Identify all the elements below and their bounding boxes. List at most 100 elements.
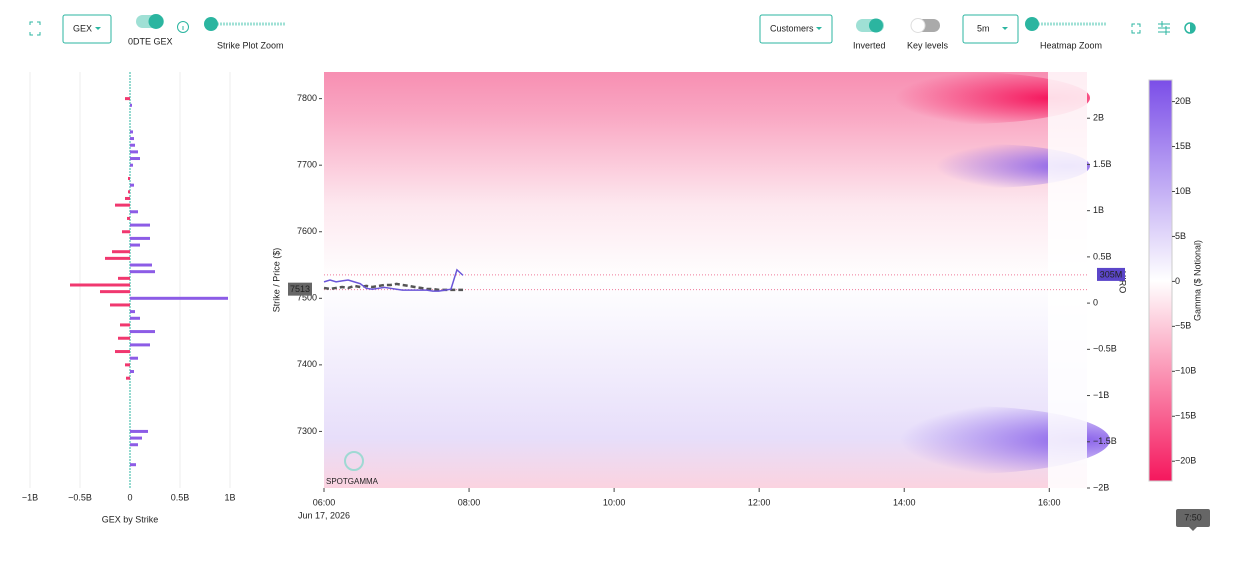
colorbar-tick-label: 15B (1175, 141, 1191, 151)
bar (130, 343, 150, 347)
bar (118, 336, 130, 340)
bar (130, 183, 134, 187)
x-tick-label: 1B (224, 492, 235, 502)
right-toolbar: Customers Inverted Key levels 5m Heatmap… (759, 14, 1196, 50)
watermark-logo (344, 451, 364, 471)
cursor-tooltip-tip (1189, 527, 1197, 531)
caret (1002, 27, 1008, 30)
toggle-knob (910, 18, 926, 33)
toggle-knob (869, 18, 883, 33)
cursor-tooltip (1176, 509, 1210, 527)
hiro-badge (1097, 267, 1125, 281)
y2-tick-label: 1.5B (1093, 159, 1112, 169)
bar (130, 270, 155, 274)
y-tick-label: 7600 (297, 226, 317, 236)
charts: −1B −0.5B 0 0.5B 1B GEX by Strike 7300 7400 7500… (22, 72, 1210, 531)
y2-tick-label: −1.5B (1093, 436, 1117, 446)
x-tick-label: 12:00 (748, 497, 771, 507)
colorbar-tick-label: −15B (1175, 411, 1196, 421)
date-label: Jun 17, 2026 (298, 510, 350, 520)
colorbar-tick-label: −10B (1175, 366, 1196, 376)
bar (110, 303, 130, 307)
fullscreen-icon[interactable] (29, 21, 41, 36)
x-tick-label: 0 (127, 492, 132, 502)
x-tick-label: 0.5B (171, 492, 190, 502)
dropdown[interactable] (62, 14, 112, 44)
dropdown-label: 5m (977, 23, 990, 33)
slider-knob[interactable] (1025, 17, 1039, 31)
slider-knob[interactable] (204, 17, 218, 31)
bar (130, 316, 140, 320)
toggle-label: 0DTE GEX (128, 36, 173, 46)
bar (130, 263, 152, 267)
bar (130, 223, 150, 227)
bar (130, 243, 140, 247)
colorbar-tick-label: 0 (1175, 276, 1180, 286)
y-tick-label: 7400 (297, 359, 317, 369)
bar (115, 203, 130, 207)
settings-icon[interactable] (1158, 21, 1170, 35)
bar (128, 176, 130, 180)
heatmap-hotspot (810, 406, 1110, 474)
colorbar-tick-label: −20B (1175, 456, 1196, 466)
dropdown[interactable] (759, 14, 833, 44)
bar (130, 443, 138, 447)
heatmap-hotspot (830, 72, 1090, 124)
price-badge (288, 282, 312, 296)
colorbar-tick-label: −5B (1175, 321, 1191, 331)
bar (130, 356, 138, 360)
bar (130, 236, 150, 240)
x-tick-label: 06:00 (313, 497, 336, 507)
x-tick-label: −0.5B (68, 492, 92, 502)
y-tick-label: 7700 (297, 160, 317, 170)
bar (130, 143, 135, 147)
y2-tick-label: 1B (1093, 205, 1104, 215)
bar (126, 376, 130, 380)
bar (112, 250, 130, 254)
colorbar-tick-label: 20B (1175, 96, 1191, 106)
bar (130, 436, 142, 440)
dropdown-label: Customers (770, 23, 814, 33)
slider-label: Strike Plot Zoom (217, 40, 284, 50)
bar (130, 210, 138, 214)
bar (100, 290, 130, 294)
y-axis-title: Strike / Price ($) (271, 248, 281, 313)
x-tick-label: 14:00 (893, 497, 916, 507)
info-icon[interactable] (177, 21, 189, 33)
colorbar (1148, 79, 1173, 482)
bar (130, 370, 134, 374)
bar (120, 323, 130, 327)
x-tick-label: −1B (22, 492, 38, 502)
bar (130, 163, 133, 167)
y2-tick-label: −0.5B (1093, 344, 1117, 354)
bar (130, 429, 148, 433)
y2-tick-label: 2B (1093, 113, 1104, 123)
fullscreen-icon[interactable] (1131, 23, 1141, 34)
theme-icon-half (1190, 23, 1195, 33)
chart-title: GEX by Strike (102, 514, 159, 524)
hiro-badge-label: 305M (1100, 269, 1123, 279)
heatmap-hotspot (870, 144, 1090, 188)
bar (125, 363, 130, 367)
price-badge-label: 7513 (290, 284, 310, 294)
slider-label: Heatmap Zoom (1040, 40, 1102, 50)
caret (816, 27, 822, 30)
bar (70, 283, 130, 287)
y-tick-label: 7500 (297, 293, 317, 303)
bar (125, 196, 130, 200)
bar (122, 230, 130, 234)
bar (130, 296, 228, 300)
bar (115, 350, 130, 354)
bar (130, 150, 138, 154)
left-toolbar: GEX 0DTE GEX Strike Plot Zoom (29, 14, 286, 50)
dropdown[interactable] (962, 14, 1019, 44)
y2-tick-label: −2B (1093, 482, 1109, 492)
x-tick-label: 10:00 (603, 497, 626, 507)
bar (130, 157, 140, 161)
toggle-label: Key levels (907, 40, 949, 50)
colorbar-tick-label: 10B (1175, 186, 1191, 196)
bar (130, 137, 134, 141)
x-tick-label: 08:00 (458, 497, 481, 507)
dropdown-label: GEX (73, 23, 92, 33)
